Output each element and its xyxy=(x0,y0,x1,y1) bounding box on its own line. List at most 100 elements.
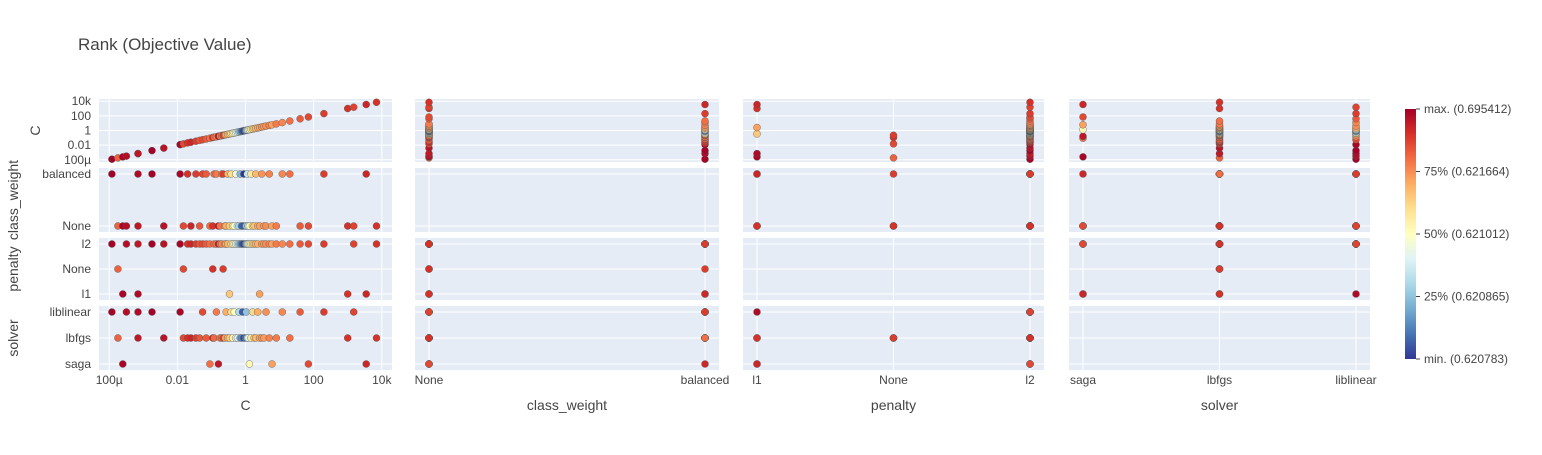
data-point[interactable] xyxy=(1215,290,1224,298)
data-point[interactable] xyxy=(753,100,761,109)
data-point[interactable] xyxy=(425,113,433,121)
data-point[interactable] xyxy=(1079,121,1087,129)
data-point[interactable] xyxy=(1079,240,1087,248)
data-point[interactable] xyxy=(372,222,381,230)
data-point[interactable] xyxy=(753,149,761,158)
data-point[interactable] xyxy=(320,308,328,316)
data-point[interactable] xyxy=(278,308,286,316)
data-point[interactable] xyxy=(425,265,433,273)
data-point[interactable] xyxy=(425,240,433,248)
data-point[interactable] xyxy=(425,98,433,107)
data-point[interactable] xyxy=(108,155,116,163)
data-point[interactable] xyxy=(701,290,709,298)
data-point[interactable] xyxy=(148,146,156,155)
data-point[interactable] xyxy=(114,334,122,342)
data-point[interactable] xyxy=(362,290,370,298)
data-point[interactable] xyxy=(209,265,217,273)
data-point[interactable] xyxy=(701,265,709,273)
data-point[interactable] xyxy=(350,222,358,230)
data-point[interactable] xyxy=(1026,222,1034,230)
data-point[interactable] xyxy=(1026,109,1034,118)
data-point[interactable] xyxy=(701,308,709,316)
data-point[interactable] xyxy=(286,117,294,125)
data-point[interactable] xyxy=(108,240,116,248)
data-point[interactable] xyxy=(1215,170,1224,178)
data-point[interactable] xyxy=(889,222,898,230)
data-point[interactable] xyxy=(119,360,127,368)
data-point[interactable] xyxy=(265,334,273,342)
data-point[interactable] xyxy=(425,334,433,342)
data-point[interactable] xyxy=(176,308,184,316)
data-point[interactable] xyxy=(425,360,433,368)
data-point[interactable] xyxy=(889,154,898,162)
data-point[interactable] xyxy=(701,240,709,248)
data-point[interactable] xyxy=(134,290,142,298)
data-point[interactable] xyxy=(179,265,188,273)
data-point[interactable] xyxy=(278,170,286,178)
data-point[interactable] xyxy=(701,360,709,368)
data-point[interactable] xyxy=(119,290,127,298)
data-point[interactable] xyxy=(122,222,131,230)
data-point[interactable] xyxy=(701,100,709,109)
data-point[interactable] xyxy=(701,117,709,125)
data-point[interactable] xyxy=(753,170,761,178)
data-point[interactable] xyxy=(195,334,204,342)
data-point[interactable] xyxy=(1079,132,1087,141)
data-point[interactable] xyxy=(1352,222,1360,230)
data-point[interactable] xyxy=(286,334,294,342)
data-point[interactable] xyxy=(362,170,370,178)
data-point[interactable] xyxy=(1026,98,1034,107)
data-point[interactable] xyxy=(1079,113,1087,121)
data-point[interactable] xyxy=(258,170,266,178)
data-point[interactable] xyxy=(362,100,370,109)
data-point[interactable] xyxy=(160,240,168,248)
data-point[interactable] xyxy=(753,360,761,368)
data-point[interactable] xyxy=(362,360,370,368)
data-point[interactable] xyxy=(1026,360,1034,368)
data-point[interactable] xyxy=(122,240,131,248)
data-point[interactable] xyxy=(122,152,131,160)
data-point[interactable] xyxy=(255,290,264,298)
data-point[interactable] xyxy=(134,240,142,248)
data-point[interactable] xyxy=(350,308,358,316)
data-point[interactable] xyxy=(1079,153,1087,161)
data-point[interactable] xyxy=(1352,109,1360,118)
data-point[interactable] xyxy=(753,222,761,230)
data-point[interactable] xyxy=(265,170,273,178)
data-point[interactable] xyxy=(179,222,188,230)
data-point[interactable] xyxy=(320,170,328,178)
data-point[interactable] xyxy=(202,170,210,178)
data-point[interactable] xyxy=(425,308,433,316)
data-point[interactable] xyxy=(320,240,328,248)
data-point[interactable] xyxy=(1026,170,1034,178)
data-point[interactable] xyxy=(1215,117,1224,125)
data-point[interactable] xyxy=(1079,100,1087,109)
data-point[interactable] xyxy=(1079,170,1087,178)
data-point[interactable] xyxy=(372,334,381,342)
data-point[interactable] xyxy=(296,308,304,316)
data-point[interactable] xyxy=(272,334,280,342)
data-point[interactable] xyxy=(225,290,234,298)
data-point[interactable] xyxy=(134,170,142,178)
data-point[interactable] xyxy=(134,334,142,342)
data-point[interactable] xyxy=(304,360,313,368)
data-point[interactable] xyxy=(245,360,254,368)
data-point[interactable] xyxy=(198,308,207,316)
data-point[interactable] xyxy=(753,308,761,316)
data-point[interactable] xyxy=(304,222,313,230)
data-point[interactable] xyxy=(296,115,304,123)
data-point[interactable] xyxy=(272,120,280,128)
data-point[interactable] xyxy=(114,265,122,273)
data-point[interactable] xyxy=(134,308,142,316)
data-point[interactable] xyxy=(1215,222,1224,230)
data-point[interactable] xyxy=(350,103,358,111)
data-point[interactable] xyxy=(192,170,200,178)
data-point[interactable] xyxy=(176,240,184,248)
data-point[interactable] xyxy=(202,334,210,342)
data-point[interactable] xyxy=(148,240,156,248)
data-point[interactable] xyxy=(304,240,313,248)
data-point[interactable] xyxy=(344,104,352,113)
data-point[interactable] xyxy=(187,222,195,230)
data-point[interactable] xyxy=(160,222,168,230)
data-point[interactable] xyxy=(134,149,142,158)
